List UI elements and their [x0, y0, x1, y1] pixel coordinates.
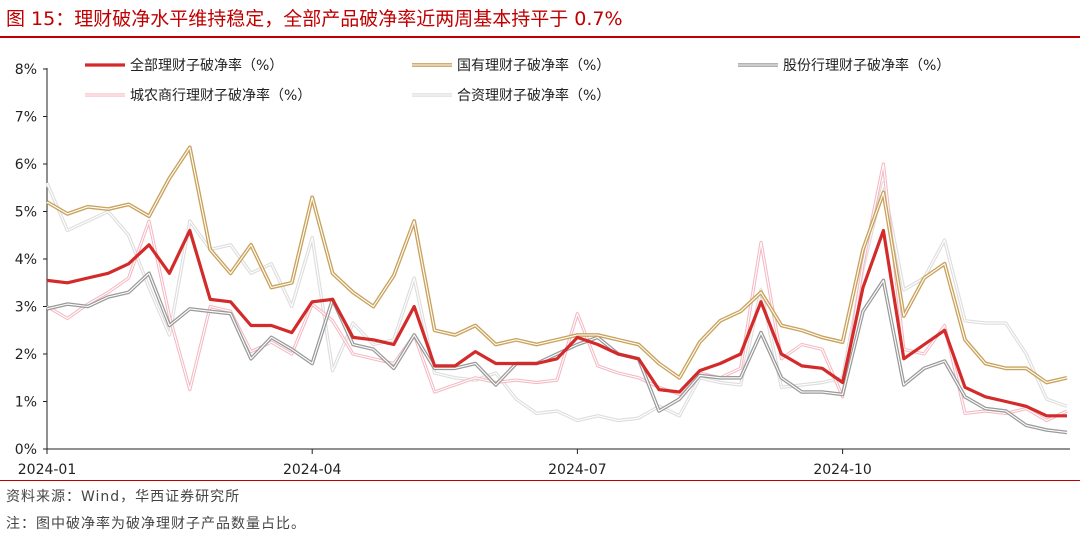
x-axis-ticks: 2024-01 2024-04 2024-07 2024-10 [18, 449, 872, 478]
legend-label-jv: 合资理财子破净率（%） [457, 87, 610, 104]
y-tick-label: 0% [15, 442, 37, 458]
bottom-rule [0, 480, 1080, 481]
figure-title: 图 15：理财破净水平维持稳定，全部产品破净率近两周基本持平于 0.7% [6, 8, 623, 30]
legend-label-all: 全部理财子破净率（%） [130, 57, 283, 74]
legend-label-joint: 股份行理财子破净率（%） [783, 57, 950, 74]
y-tick-label: 4% [15, 252, 37, 268]
y-tick-label: 1% [15, 395, 37, 411]
y-tick-label: 3% [15, 300, 37, 316]
series-lines [45, 145, 1068, 435]
y-tick-label: 6% [15, 157, 37, 173]
legend-label-rural: 城农商行理财子破净率（%） [130, 87, 311, 104]
x-tick-label: 2024-07 [548, 462, 607, 478]
x-tick-label: 2024-01 [18, 462, 77, 478]
legend: 全部理财子破净率（%） 国有理财子破净率（%） 股份行理财子破净率（%） 城农商行理财… [85, 57, 950, 104]
source-note: 资料来源：Wind，华西证券研究所 [6, 489, 241, 505]
x-tick-label: 2024-04 [283, 462, 342, 478]
y-tick-label: 2% [15, 347, 37, 363]
x-tick-label: 2024-10 [813, 462, 872, 478]
series-line-jv [45, 181, 1068, 423]
y-axis-ticks: 0% 1% 2% 3% 4% 5% 6% 7% 8% [15, 62, 47, 458]
series-line-core-state [46, 146, 1068, 384]
y-tick-label: 8% [15, 62, 37, 78]
series-line-core-joint [46, 272, 1068, 433]
y-tick-label: 7% [15, 110, 37, 126]
series-line-core-rural [46, 163, 1068, 422]
footnote: 注：图中破净率为破净理财子产品数量占比。 [6, 516, 306, 532]
title-rule [0, 36, 1080, 38]
y-tick-label: 5% [15, 205, 37, 221]
legend-label-state: 国有理财子破净率（%） [457, 57, 610, 74]
series-line-all [46, 228, 1067, 418]
line-chart: 0% 1% 2% 3% 4% 5% 6% 7% 8% 2024-01 2024-04 2024-07… [15, 57, 1070, 478]
series-line-core-jv [46, 182, 1068, 422]
